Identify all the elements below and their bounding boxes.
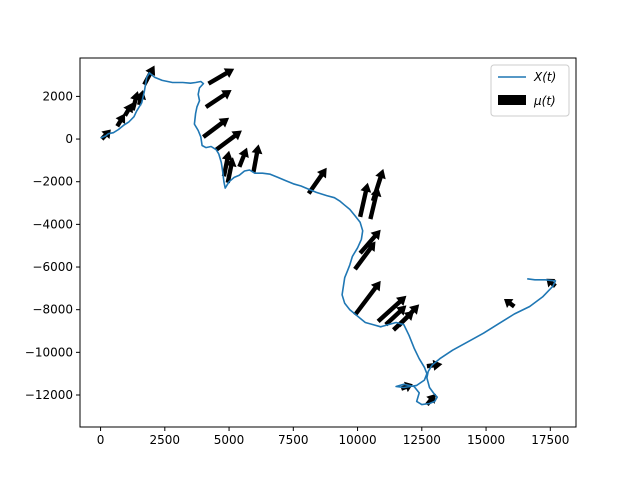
- mu-arrow: [426, 359, 443, 371]
- y-tick-label: 2000: [42, 89, 73, 103]
- x-tick-label: 12500: [403, 433, 441, 447]
- x-tick-label: 7500: [278, 433, 309, 447]
- legend-patch-swatch: [498, 95, 526, 105]
- mu-arrow: [397, 304, 420, 328]
- mu-arrow: [204, 90, 232, 109]
- x-axis: 0 2500 5000 7500 10000 12500 15000 17500: [97, 427, 569, 447]
- y-tick-label: −4000: [32, 217, 73, 231]
- mu-arrow: [353, 241, 376, 271]
- x-tick-label: 10000: [338, 433, 376, 447]
- mu-arrow: [376, 295, 407, 323]
- mu-arrow: [202, 117, 230, 139]
- mu-arrow: [237, 147, 249, 168]
- mu-arrows: [100, 65, 557, 406]
- mu-arrow: [368, 187, 382, 220]
- legend-label-mu: μ(t): [533, 94, 556, 108]
- y-tick-label: −10000: [25, 345, 73, 359]
- mu-arrow: [115, 113, 126, 128]
- y-tick-label: −12000: [25, 388, 73, 402]
- mu-arrow: [370, 168, 386, 202]
- mu-arrow: [504, 299, 516, 309]
- y-tick-label: −2000: [32, 175, 73, 189]
- y-axis: −12000 −10000 −8000 −6000 −4000 −2000 0 2000: [25, 89, 80, 402]
- x-tick-label: 17500: [531, 433, 569, 447]
- legend-label-xt: X(t): [533, 70, 556, 84]
- x-tick-label: 0: [97, 433, 105, 447]
- x-tick-label: 5000: [214, 433, 245, 447]
- x-tick-label: 15000: [467, 433, 505, 447]
- mu-arrow: [214, 130, 242, 152]
- mu-arrow: [207, 68, 235, 86]
- mu-arrow: [123, 102, 133, 117]
- mu-arrow: [358, 229, 381, 255]
- y-tick-label: −6000: [32, 260, 73, 274]
- mu-arrow: [384, 305, 407, 327]
- axes-frame: [79, 57, 577, 428]
- mu-arrow: [225, 157, 237, 184]
- mu-arrow: [358, 182, 372, 218]
- mu-arrow: [251, 144, 263, 173]
- mu-arrow: [546, 278, 557, 288]
- legend: X(t) μ(t): [490, 64, 570, 117]
- y-tick-label: −8000: [32, 303, 73, 317]
- y-tick-label: 0: [65, 132, 73, 146]
- legend-box: [490, 64, 570, 117]
- x-tick-label: 2500: [150, 433, 181, 447]
- series-group: [100, 72, 557, 406]
- series-line-xt: [100, 72, 557, 406]
- mu-arrow: [353, 280, 381, 317]
- mu-arrow: [306, 167, 327, 195]
